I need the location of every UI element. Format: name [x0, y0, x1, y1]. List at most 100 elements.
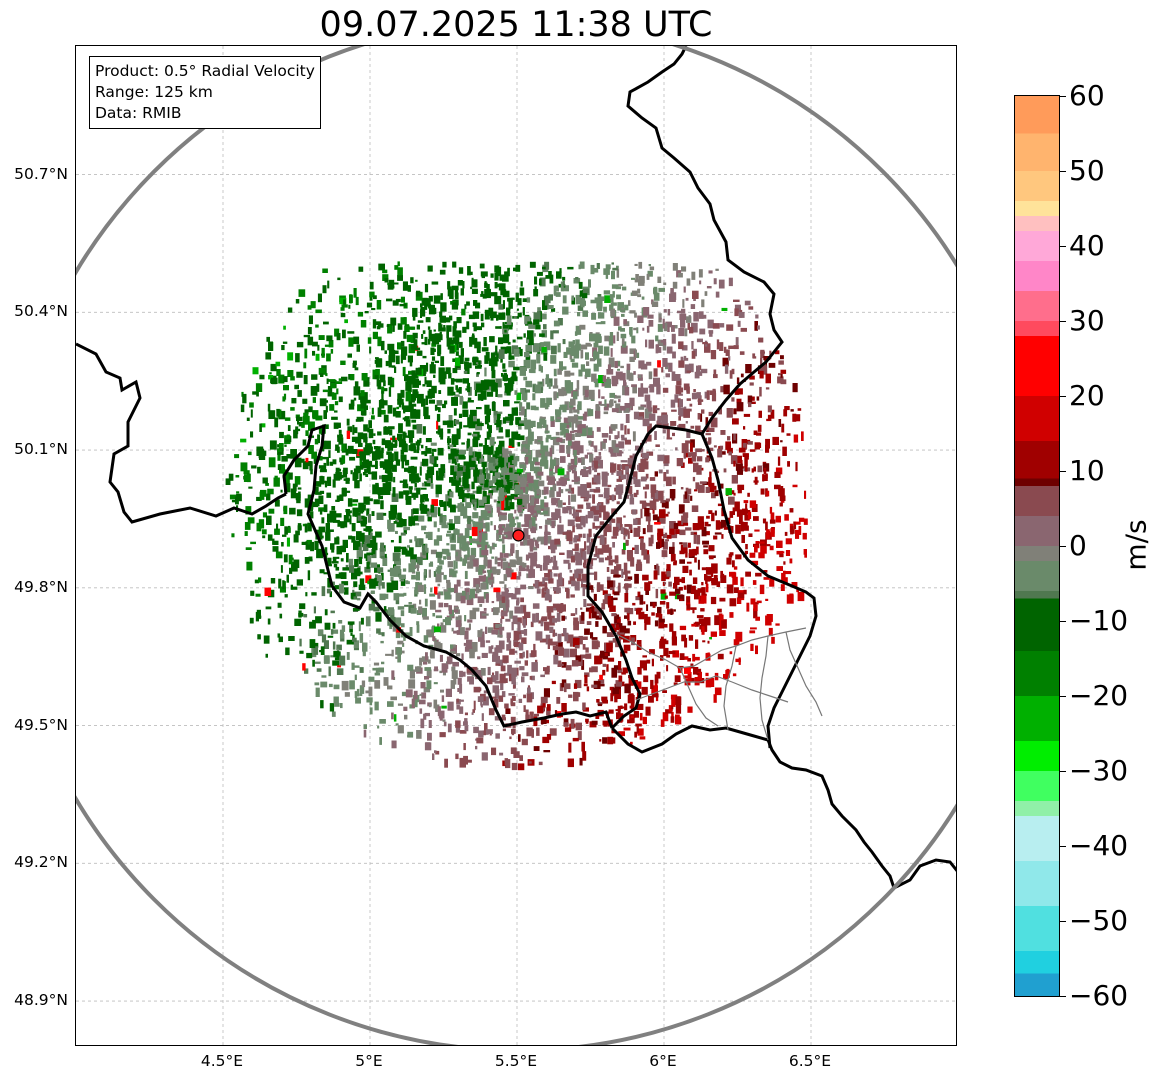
radar-map-canvas	[76, 46, 956, 1045]
velocity-pixel	[388, 358, 392, 368]
velocity-pixel	[538, 761, 543, 766]
velocity-pixel	[569, 506, 572, 515]
velocity-pixel	[411, 577, 419, 580]
velocity-pixel	[432, 456, 439, 461]
velocity-pixel	[566, 347, 573, 355]
velocity-pixel	[463, 743, 466, 751]
velocity-pixel	[369, 578, 376, 589]
velocity-pixel	[644, 491, 647, 499]
velocity-pixel	[685, 421, 688, 424]
velocity-pixel	[765, 598, 769, 601]
velocity-pixel	[384, 593, 389, 599]
velocity-pixel	[396, 520, 399, 523]
velocity-pixel	[487, 570, 491, 578]
velocity-pixel	[575, 294, 581, 305]
velocity-pixel	[726, 557, 732, 565]
velocity-pixel	[691, 392, 697, 400]
velocity-pixel	[520, 474, 523, 480]
velocity-pixel	[578, 369, 583, 377]
velocity-pixel	[387, 472, 393, 482]
velocity-pixel	[516, 468, 524, 473]
velocity-pixel	[477, 544, 485, 548]
velocity-pixel	[637, 728, 644, 736]
velocity-pixel	[655, 408, 660, 411]
velocity-pixel	[425, 476, 429, 481]
velocity-pixel	[424, 498, 429, 502]
velocity-pixel	[594, 350, 597, 361]
velocity-pixel	[494, 716, 501, 721]
velocity-pixel	[528, 761, 532, 764]
radar-map[interactable]: Product: 0.5° Radial Velocity Range: 125…	[75, 45, 957, 1046]
velocity-pixel	[524, 481, 529, 484]
velocity-pixel	[602, 590, 608, 595]
velocity-pixel	[509, 415, 514, 426]
velocity-pixel	[295, 299, 300, 304]
velocity-pixel	[646, 502, 653, 507]
velocity-pixel	[397, 725, 404, 734]
colorbar-band	[1015, 591, 1059, 600]
velocity-pixel	[534, 461, 540, 466]
velocity-pixel	[784, 531, 788, 536]
velocity-pixel	[590, 632, 594, 639]
velocity-pixel	[486, 431, 492, 440]
velocity-pixel	[511, 762, 518, 771]
velocity-pixel	[324, 480, 328, 488]
velocity-pixel	[466, 541, 471, 545]
velocity-pixel	[740, 521, 744, 532]
velocity-pixel	[437, 344, 442, 355]
velocity-pixel	[638, 406, 645, 410]
velocity-pixel	[596, 427, 601, 432]
velocity-pixel	[745, 364, 752, 374]
velocity-pixel	[675, 714, 680, 725]
velocity-pixel	[525, 554, 529, 561]
velocity-pixel	[668, 362, 673, 372]
velocity-pixel	[570, 441, 577, 449]
velocity-pixel	[704, 574, 707, 581]
velocity-pixel	[705, 486, 710, 493]
velocity-pixel	[284, 526, 288, 535]
velocity-pixel	[478, 443, 483, 447]
velocity-pixel	[551, 520, 555, 529]
radar-site-marker[interactable]	[512, 529, 525, 542]
velocity-pixel	[737, 485, 742, 494]
velocity-pixel	[225, 478, 231, 485]
velocity-pixel	[601, 696, 608, 701]
velocity-pixel	[442, 261, 447, 268]
velocity-pixel	[542, 701, 546, 708]
velocity-pixel	[508, 438, 513, 448]
velocity-pixel	[673, 582, 678, 589]
velocity-pixel	[599, 674, 603, 680]
velocity-pixel	[555, 409, 562, 415]
velocity-pixel	[557, 524, 564, 535]
velocity-pixel	[542, 266, 546, 270]
velocity-pixel	[446, 543, 450, 546]
velocity-pixel	[277, 602, 282, 608]
velocity-pixel	[620, 365, 624, 369]
velocity-pixel	[691, 271, 696, 280]
velocity-pixel	[616, 265, 619, 269]
velocity-pixel	[260, 489, 267, 497]
velocity-pixel	[723, 526, 728, 530]
velocity-pixel	[599, 683, 605, 687]
velocity-pixel	[420, 718, 425, 729]
velocity-pixel	[504, 584, 507, 591]
velocity-pixel	[526, 650, 529, 659]
velocity-pixel	[573, 278, 581, 284]
velocity-pixel	[415, 666, 421, 672]
velocity-pixel	[718, 279, 725, 289]
velocity-pixel	[410, 443, 416, 452]
velocity-pixel	[302, 415, 310, 425]
velocity-pixel	[367, 337, 372, 344]
velocity-pixel	[733, 492, 736, 496]
velocity-pixel	[529, 520, 532, 529]
velocity-pixel	[450, 644, 454, 649]
velocity-pixel	[505, 568, 512, 578]
velocity-pixel	[559, 361, 563, 371]
velocity-pixel	[528, 552, 535, 559]
velocity-pixel	[297, 525, 302, 531]
velocity-pixel	[493, 699, 499, 708]
velocity-pixel	[459, 683, 463, 694]
velocity-pixel	[661, 502, 668, 508]
velocity-pixel	[583, 558, 587, 566]
velocity-pixel	[597, 679, 605, 684]
